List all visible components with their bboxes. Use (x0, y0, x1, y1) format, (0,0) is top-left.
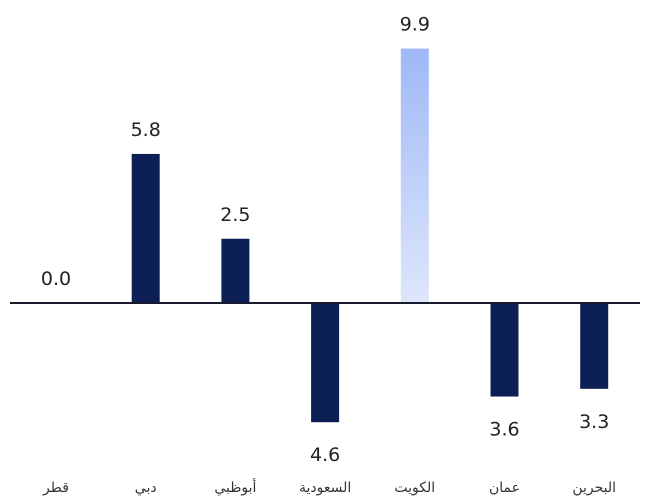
category-label-0: قطر (42, 480, 69, 496)
bar-4 (400, 48, 429, 303)
value-label-0: 0.0 (41, 268, 71, 290)
value-label-3: 4.6 (310, 444, 340, 466)
value-label-4: 9.9 (400, 14, 430, 36)
category-label-3: السعودية (299, 480, 351, 496)
bar-3 (311, 304, 340, 423)
bars-group (131, 48, 609, 423)
value-labels-group: 0.0 5.8 2.5 4.6 9.9 3.6 3.3 (41, 14, 609, 467)
value-label-2: 2.5 (220, 204, 250, 226)
bar-2 (221, 238, 250, 303)
category-label-4: الكويت (394, 480, 435, 496)
category-label-1: دبي (135, 480, 157, 496)
category-label-5: عمان (489, 480, 520, 496)
bar-1 (131, 153, 160, 303)
bar-5 (490, 304, 519, 397)
value-label-1: 5.8 (131, 119, 161, 141)
value-label-6: 3.3 (579, 411, 609, 433)
category-labels-group: قطر دبي أبوظبي السعودية الكويت عمان البحرين (42, 478, 616, 496)
category-label-2: أبوظبي (214, 478, 256, 496)
bar-6 (580, 304, 609, 389)
value-label-5: 3.6 (489, 419, 519, 441)
category-label-6: البحرين (572, 480, 616, 496)
